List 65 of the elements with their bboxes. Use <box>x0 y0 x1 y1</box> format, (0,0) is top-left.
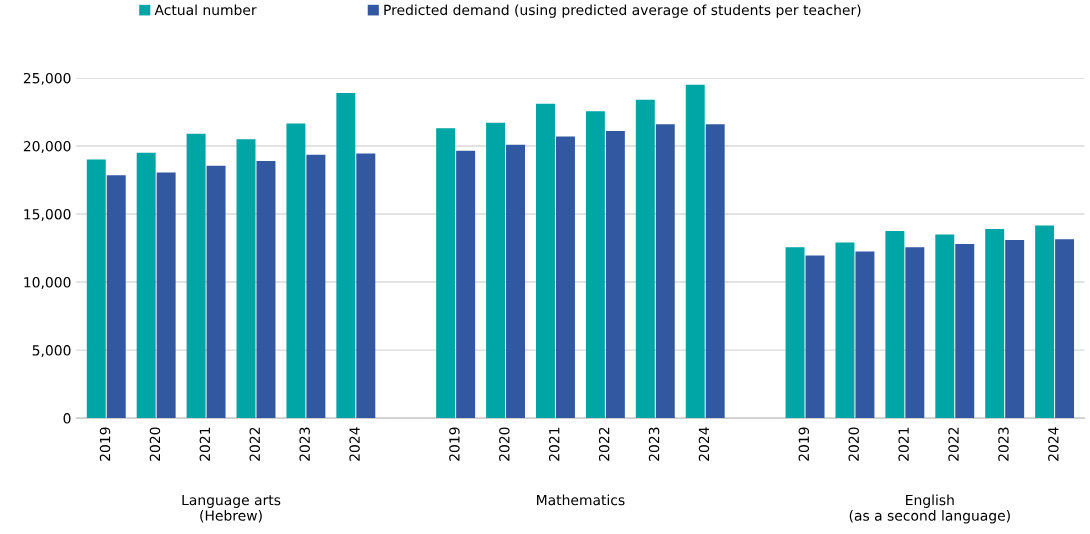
text: English (as a second language) <box>849 494 1010 524</box>
bar <box>256 160 276 419</box>
x-tick-label: 2020 <box>499 427 510 461</box>
y-tick-label: 25,000 <box>23 72 71 85</box>
legend-label: Actual number <box>154 4 257 16</box>
y-tick-label: 5,000 <box>32 345 71 357</box>
bar <box>705 124 725 419</box>
y-tick-label: 20,000 <box>23 140 71 153</box>
bar <box>336 92 356 419</box>
legend-label: Predicted demand (using predicted average of students per teacher) <box>384 4 861 18</box>
bar <box>985 228 1005 419</box>
y-tick-label: 0 <box>63 413 71 424</box>
bar <box>555 136 575 419</box>
x-tick-label: 2021 <box>548 427 560 461</box>
bar <box>935 234 955 419</box>
x-tick-label: 2022 <box>598 427 610 461</box>
x-tick-label: 2020 <box>149 427 161 461</box>
x-tick-label: 2023 <box>998 427 1009 461</box>
bar <box>236 139 256 419</box>
bar <box>905 247 925 419</box>
bar <box>306 154 326 419</box>
bar <box>536 103 555 419</box>
bar <box>835 242 855 419</box>
x-tick-label: 2019 <box>798 427 810 461</box>
bar <box>805 255 825 419</box>
x-tick-label: 2020 <box>848 427 859 461</box>
bar <box>156 172 176 419</box>
bar <box>456 150 476 419</box>
bar <box>655 124 675 419</box>
bar <box>436 128 456 419</box>
bar <box>186 133 206 419</box>
text: Mathematics <box>537 494 625 506</box>
x-tick-label: 2022 <box>948 427 959 461</box>
bar <box>785 247 805 419</box>
bar <box>286 123 306 419</box>
bar <box>206 165 226 419</box>
bar <box>585 111 605 419</box>
bar <box>1055 239 1075 419</box>
y-tick-label: 10,000 <box>24 277 71 289</box>
bar <box>506 144 526 419</box>
bar <box>955 243 975 419</box>
x-tick-label: 2023 <box>648 427 660 461</box>
x-tick-label: 2024 <box>1048 427 1059 461</box>
bar <box>106 175 126 419</box>
x-tick-label: 2019 <box>449 427 460 461</box>
bar <box>86 159 106 419</box>
bar <box>1005 239 1025 419</box>
x-tick-label: 2024 <box>349 427 360 461</box>
bar <box>855 251 875 419</box>
bar <box>356 153 376 419</box>
x-tick-label: 2019 <box>99 427 111 461</box>
bar <box>685 84 705 419</box>
x-tick-label: 2021 <box>199 427 211 461</box>
x-tick-label: 2023 <box>299 427 310 461</box>
x-tick-label: 2022 <box>249 427 261 461</box>
bar <box>635 99 655 419</box>
bar <box>136 152 156 419</box>
y-tick-label: 15,000 <box>24 209 71 221</box>
bar <box>885 231 905 419</box>
bar <box>1035 225 1055 419</box>
x-tick-label: 2024 <box>698 427 710 461</box>
bar <box>605 131 625 419</box>
text: Language arts (Hebrew) <box>182 494 281 523</box>
bar <box>486 122 506 419</box>
x-tick-label: 2021 <box>898 427 909 461</box>
